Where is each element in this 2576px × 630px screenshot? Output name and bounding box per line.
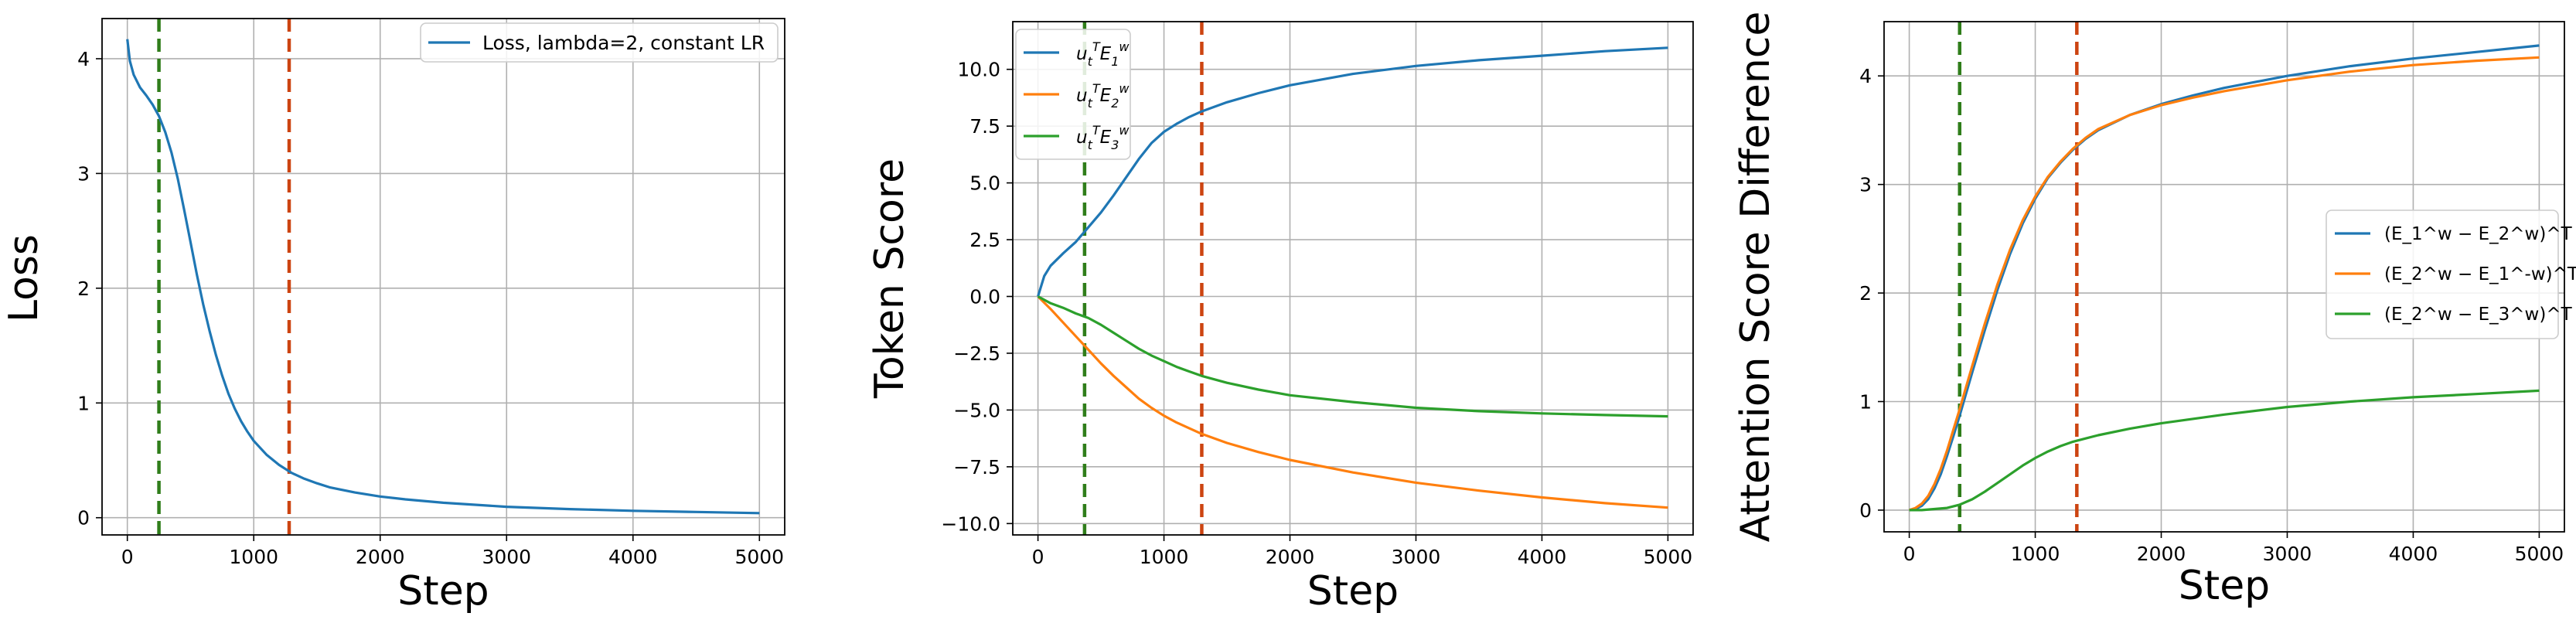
legend-label-part: w [1119,39,1130,54]
y-tick-label: 3 [1859,174,1872,196]
x-tick-label: 1000 [2011,543,2060,565]
y-tick-label: 2.5 [969,229,1000,251]
plot-frame [1883,21,2565,533]
x-tick-label: 1000 [1140,546,1189,568]
y-tick-label: 2 [77,278,90,300]
series-line-3 [1909,389,2540,512]
y-tick-label: −7.5 [953,456,1000,478]
y-tick-label: 1 [77,392,90,414]
y-tick-label: 4 [77,48,90,70]
x-tick-label: 3000 [1392,546,1441,568]
legend-label-part: T [1092,39,1101,54]
x-tick-label: 4000 [2389,543,2438,565]
y-tick-label: 2 [1859,282,1872,305]
x-axis-label: Step [1307,568,1399,615]
legend-label: (E_1^w − E_2^w)^T W_t E_3^w [2384,224,2576,244]
x-tick-label: 3000 [2263,543,2312,565]
legend-label-part: u [1076,128,1088,148]
legend-label-part: T [1092,81,1101,96]
legend-label-part: E [1100,44,1112,64]
series-line-1 [126,39,760,515]
y-axis-label: Attention Score Difference [1733,12,1779,543]
chart-panel-3: 0 1000 2000 3000 4000 5000 0 1 2 3 4 Step Attention … [1733,12,2565,609]
series-line-2 [1037,295,1668,509]
plot-frame [1012,21,1694,536]
y-tick-label: 3 [77,162,90,185]
y-tick-label: −5.0 [953,399,1000,421]
x-axis-label: Step [2179,563,2270,609]
legend-panel-1 [420,22,779,63]
x-tick-label: 4000 [1518,546,1567,568]
legend-label: (E_2^w − E_1^-w)^T W_t E_3^w [2384,264,2576,284]
legend-label: utTE2w [1076,81,1130,111]
series-line-1 [1037,46,1668,297]
legend-label-part: 1 [1111,54,1119,69]
chart-panel-2: 0 1000 2000 3000 4000 5000 −10.0 −7.5 −5.0 −2.5 0.… [867,21,1694,615]
legend-label-part: t [1088,138,1093,152]
legend-label-part: w [1119,123,1130,138]
y-tick-label: −10.0 [941,513,1000,535]
x-tick-label: 0 [1032,546,1044,568]
plot-frame [101,18,785,536]
legend-label-part: E [1100,86,1112,106]
legend-label-part: 3 [1111,138,1119,152]
legend-panel-2 [1015,29,1131,160]
x-tick-label: 0 [121,546,134,568]
series-line-3 [1037,295,1668,418]
legend-label: utTE1w [1076,39,1130,69]
y-tick-label: 10.0 [957,59,1000,81]
x-tick-label: 1000 [229,546,278,568]
y-tick-label: 0.0 [969,286,1000,308]
x-tick-label: 2000 [1266,546,1315,568]
legend-label-part: T [1092,123,1101,138]
y-tick-label: 0 [1859,499,1872,522]
y-tick-label: 0 [77,507,90,530]
y-tick-label: −2.5 [953,342,1000,365]
legend-label-part: w [1119,81,1130,96]
legend-label: Loss, lambda=2, constant LR [482,32,765,54]
legend-label: (E_2^w − E_3^w)^T W_t E_3^w [2384,305,2576,325]
series-line-2 [1909,56,2540,512]
x-tick-label: 5000 [734,546,784,568]
x-tick-label: 2000 [2137,543,2186,565]
legend-label: utTE3w [1076,123,1130,152]
y-tick-label: 7.5 [969,115,1000,138]
x-tick-label: 3000 [482,546,531,568]
x-axis-label: Step [397,568,489,615]
legend-label-part: u [1076,44,1088,64]
chart-panel-1: 0 1000 2000 3000 4000 5000 0 1 2 3 4 Step Loss [1,18,785,615]
series-line-1 [1909,44,2540,512]
legend-panel-3 [2326,209,2559,339]
x-tick-label: 5000 [1644,546,1693,568]
y-axis-label: Token Score [867,158,913,399]
x-tick-label: 2000 [356,546,405,568]
legend-label-part: E [1100,128,1112,148]
legend-label-part: 2 [1111,96,1119,111]
y-axis-label: Loss [1,234,47,322]
legend-label-part: t [1088,96,1093,111]
x-tick-label: 5000 [2515,543,2564,565]
y-tick-label: 5.0 [969,172,1000,195]
x-tick-label: 4000 [608,546,658,568]
x-tick-label: 0 [1903,543,1916,565]
legend-label-part: t [1088,54,1093,69]
y-tick-label: 1 [1859,390,1872,413]
legend-label-part: u [1076,86,1088,106]
y-tick-label: 4 [1859,65,1872,87]
